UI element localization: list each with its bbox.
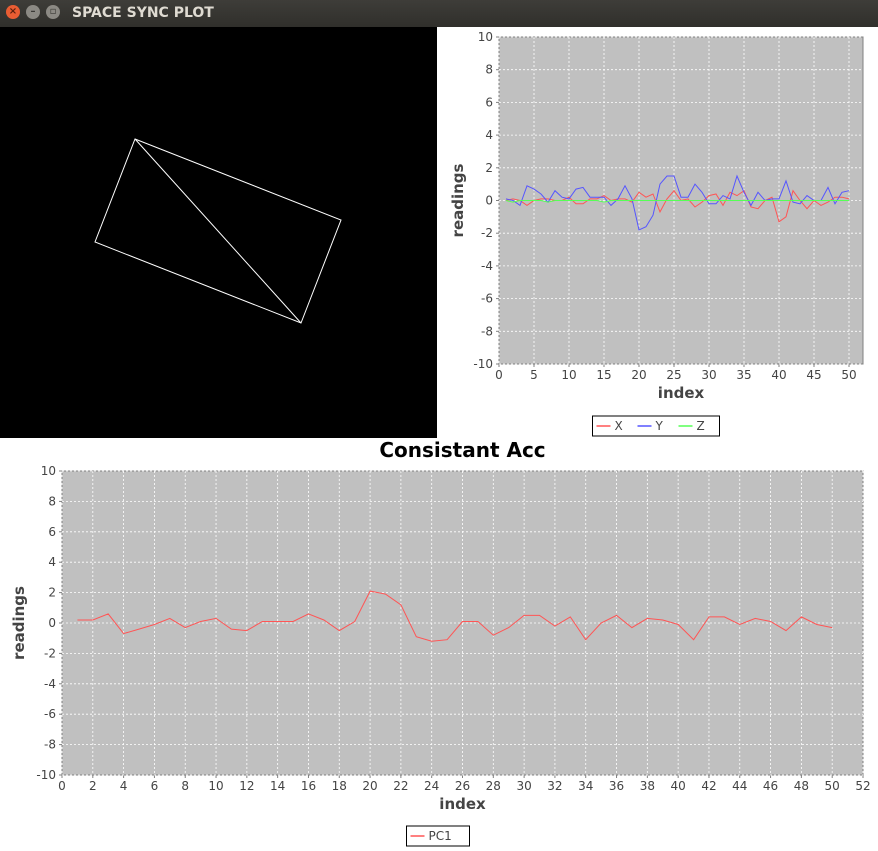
y-tick-label: 6: [48, 525, 56, 539]
wireframe-diagonal: [134, 138, 302, 324]
y-tick-label: 4: [48, 555, 56, 569]
y-tick-label: -6: [481, 292, 493, 306]
y-tick-label: 10: [41, 464, 56, 478]
x-tick-label: 14: [270, 779, 285, 793]
x-tick-label: 22: [393, 779, 408, 793]
x-tick-label: 30: [701, 368, 716, 382]
y-tick-label: -4: [481, 259, 493, 273]
legend-box: [406, 825, 470, 847]
x-tick-label: 34: [578, 779, 593, 793]
series-line-y: [505, 174, 850, 231]
y-tick-label: 0: [485, 194, 493, 208]
x-tick-label: 40: [671, 779, 686, 793]
legend-box: [592, 415, 720, 437]
legend-label-z: Z: [697, 419, 705, 433]
x-tick-label: 15: [596, 368, 611, 382]
x-tick-label: 20: [362, 779, 377, 793]
series-line-z: [505, 200, 849, 203]
x-tick-label: 42: [701, 779, 716, 793]
window-content: 0 5 10 15 20 25 30 35 40 45 50 -10 -8 -6 -4 -2 0 2 4 6 8 10 in…: [0, 27, 878, 851]
x-tick-label: 46: [763, 779, 778, 793]
legend-label-x: X: [615, 419, 623, 433]
x-tick-label: 26: [455, 779, 470, 793]
maximize-icon[interactable]: ▫: [46, 5, 60, 19]
x-tick-label: 20: [631, 368, 646, 382]
x-axis-label: index: [658, 384, 705, 402]
x-tick-label: 10: [561, 368, 576, 382]
orientation-canvas: [0, 27, 437, 438]
x-tick-label: 44: [732, 779, 747, 793]
xyz-readings-chart: 0 5 10 15 20 25 30 35 40 45 50 -10 -8 -6 -4 -2 0 2 4 6 8 10 in…: [449, 30, 864, 437]
y-tick-label: 8: [485, 63, 493, 77]
x-tick-label: 12: [239, 779, 254, 793]
y-tick-label: 2: [485, 161, 493, 175]
y-tick-label: -8: [44, 738, 56, 752]
x-tick-label: 24: [424, 779, 439, 793]
close-icon[interactable]: ×: [6, 5, 20, 19]
y-axis-label: readings: [449, 163, 467, 237]
y-tick-label: -6: [44, 707, 56, 721]
x-axis-label: index: [439, 795, 486, 813]
x-tick-label: 8: [181, 779, 189, 793]
y-tick-label: -2: [44, 646, 56, 660]
minimize-icon[interactable]: –: [26, 5, 40, 19]
y-tick-label: 10: [478, 30, 493, 44]
x-tick-label: 35: [736, 368, 751, 382]
x-tick-label: 50: [841, 368, 856, 382]
x-tick-label: 6: [151, 779, 159, 793]
y-tick-label: -4: [44, 677, 56, 691]
x-tick-label: 30: [516, 779, 531, 793]
x-tick-label: 5: [530, 368, 538, 382]
x-tick-label: 38: [640, 779, 655, 793]
y-tick-label: -8: [481, 324, 493, 338]
x-tick-label: 36: [609, 779, 624, 793]
orientation-wireframe: [94, 138, 342, 324]
x-tick-label: 0: [495, 368, 503, 382]
title-bar: × – ▫ SPACE SYNC PLOT: [0, 0, 878, 27]
legend-label-pc1: PC1: [429, 829, 452, 843]
chart-title: Consistant Acc: [379, 438, 545, 462]
x-tick-label: 52: [855, 779, 870, 793]
x-tick-label: 40: [771, 368, 786, 382]
series-line-x: [505, 189, 850, 223]
y-tick-label: -2: [481, 226, 493, 240]
x-tick-label: 32: [547, 779, 562, 793]
x-tick-label: 25: [666, 368, 681, 382]
y-axis-label: readings: [10, 586, 28, 660]
y-tick-label: -10: [473, 357, 493, 371]
y-tick-label: 2: [48, 586, 56, 600]
y-tick-label: 8: [48, 494, 56, 508]
y-tick-label: 6: [485, 95, 493, 109]
series-line-pc1: [77, 590, 833, 642]
x-tick-label: 10: [208, 779, 223, 793]
x-tick-label: 28: [486, 779, 501, 793]
x-tick-label: 0: [58, 779, 66, 793]
x-tick-label: 2: [89, 779, 97, 793]
x-tick-label: 48: [794, 779, 809, 793]
y-tick-label: -10: [36, 768, 56, 782]
x-tick-label: 16: [301, 779, 316, 793]
y-tick-label: 4: [485, 128, 493, 142]
window-title: SPACE SYNC PLOT: [72, 5, 214, 21]
x-tick-label: 18: [332, 779, 347, 793]
x-tick-label: 50: [825, 779, 840, 793]
legend-label-y: Y: [655, 419, 664, 433]
x-tick-label: 4: [120, 779, 128, 793]
y-tick-label: 0: [48, 616, 56, 630]
x-tick-label: 45: [806, 368, 821, 382]
